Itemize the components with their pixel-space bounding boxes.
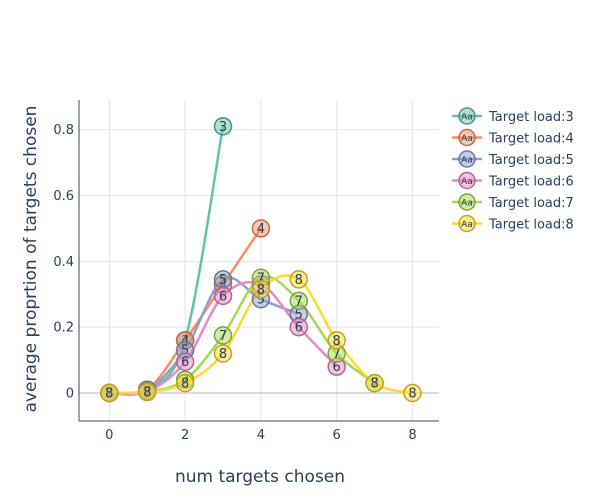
data-point-label: 8 bbox=[370, 377, 378, 392]
series-line-5 bbox=[109, 276, 300, 396]
x-tick-label: 2 bbox=[181, 428, 189, 443]
legend-marker-text: Aa bbox=[461, 220, 473, 230]
legend-marker-swatch bbox=[458, 150, 476, 168]
data-point-label: 6 bbox=[333, 360, 341, 375]
data-point-load-8: 8 bbox=[327, 331, 346, 350]
legend-marker-swatch bbox=[458, 214, 476, 233]
legend-label: Target load:6 bbox=[488, 175, 574, 190]
x-axis-title: num targets chosen bbox=[175, 467, 345, 487]
y-tick-label: 0.4 bbox=[53, 255, 74, 270]
x-tick-label: 4 bbox=[257, 428, 265, 443]
legend-item-load-3[interactable]: Aa Target load:3 bbox=[452, 107, 574, 125]
data-point-load-7: 7 bbox=[213, 326, 233, 345]
legend: Aa Target load:3 Aa Target load:4 Aa Target l… bbox=[452, 107, 574, 233]
data-point-label: 8 bbox=[143, 386, 151, 401]
legend-marker-text: Aa bbox=[461, 134, 473, 144]
legend-label: Target load:5 bbox=[488, 153, 574, 168]
x-tick-label: 0 bbox=[105, 428, 113, 443]
legend-label: Target load:7 bbox=[488, 196, 574, 211]
legend-marker-text: Aa bbox=[461, 113, 473, 123]
legend-marker-swatch bbox=[458, 193, 476, 211]
data-point-load-8: 8 bbox=[403, 383, 422, 403]
data-point-label: 6 bbox=[295, 321, 303, 336]
data-point-load-6: 6 bbox=[175, 352, 195, 371]
data-point-label: 8 bbox=[181, 377, 189, 392]
data-point-load-4: 4 bbox=[251, 219, 271, 238]
data-point-load-3: 3 bbox=[213, 117, 233, 136]
data-point-load-6: 6 bbox=[289, 317, 309, 337]
data-point-label: 8 bbox=[105, 387, 113, 402]
data-point-label: 7 bbox=[219, 329, 227, 344]
legend-label: Target load:4 bbox=[488, 132, 574, 147]
data-point-load-8: 8 bbox=[175, 373, 195, 393]
data-point-label: 3 bbox=[219, 120, 227, 135]
y-axis-title: average proprtion of targets chosen bbox=[21, 106, 41, 413]
data-point-label: 5 bbox=[257, 293, 265, 308]
series-line-3 bbox=[109, 126, 225, 396]
y-tick-label: 0.2 bbox=[53, 321, 74, 336]
data-point-load-8: 8 bbox=[289, 270, 309, 289]
y-tick-label: 0 bbox=[66, 387, 74, 402]
data-point-label: 5 bbox=[181, 344, 189, 359]
data-point-load-8: 8 bbox=[100, 383, 119, 403]
data-point-load-8: 8 bbox=[365, 373, 384, 393]
data-point-label: 6 bbox=[181, 355, 189, 370]
data-point-label: 8 bbox=[408, 387, 416, 402]
legend-marker-text: Aa bbox=[461, 177, 473, 187]
data-point-label: 8 bbox=[333, 334, 341, 349]
data-point-label: 8 bbox=[295, 273, 303, 288]
data-point-label: 5 bbox=[219, 273, 227, 288]
data-point-label: 7 bbox=[333, 347, 341, 362]
data-point-label: 6 bbox=[219, 289, 227, 304]
data-point-label: 7 bbox=[295, 294, 303, 309]
legend-label: Target load:3 bbox=[488, 110, 574, 125]
y-tick-label: 0.8 bbox=[53, 123, 74, 138]
data-point-label: 8 bbox=[257, 283, 265, 298]
legend-item-load-7[interactable]: Aa Target load:7 bbox=[452, 193, 574, 211]
data-point-label: 7 bbox=[257, 271, 265, 286]
legend-item-load-8[interactable]: Aa Target load:8 bbox=[452, 214, 574, 233]
legend-marker-swatch bbox=[458, 171, 476, 190]
data-point-load-7: 7 bbox=[289, 291, 309, 311]
legend-marker-swatch bbox=[458, 107, 476, 125]
x-tick-label: 6 bbox=[333, 428, 341, 443]
legend-marker-swatch bbox=[458, 128, 476, 147]
legend-item-load-4[interactable]: Aa Target load:4 bbox=[452, 128, 574, 147]
y-tick-label: 0.6 bbox=[53, 189, 74, 204]
data-point-load-8: 8 bbox=[213, 344, 233, 363]
grid-lines bbox=[79, 100, 439, 421]
data-point-label: 5 bbox=[295, 308, 303, 323]
series-markers: 333344444555555666666677777777888888888 bbox=[100, 117, 422, 403]
data-point-label: 8 bbox=[219, 347, 227, 362]
data-point-load-8: 8 bbox=[251, 280, 271, 299]
axes: 0 2 4 6 8 0 0.2 0.4 0.6 0.8 bbox=[53, 100, 439, 443]
data-point-load-6: 6 bbox=[213, 286, 233, 306]
legend-item-load-5[interactable]: Aa Target load:5 bbox=[452, 150, 574, 168]
data-point-load-5: 5 bbox=[213, 270, 233, 289]
legend-item-load-6[interactable]: Aa Target load:6 bbox=[452, 171, 574, 190]
legend-marker-text: Aa bbox=[461, 199, 473, 209]
legend-label: Target load:8 bbox=[488, 218, 574, 233]
data-point-label: 4 bbox=[257, 222, 265, 237]
legend-marker-text: Aa bbox=[461, 156, 473, 166]
data-point-load-8: 8 bbox=[137, 382, 157, 402]
x-tick-label: 8 bbox=[408, 428, 416, 443]
